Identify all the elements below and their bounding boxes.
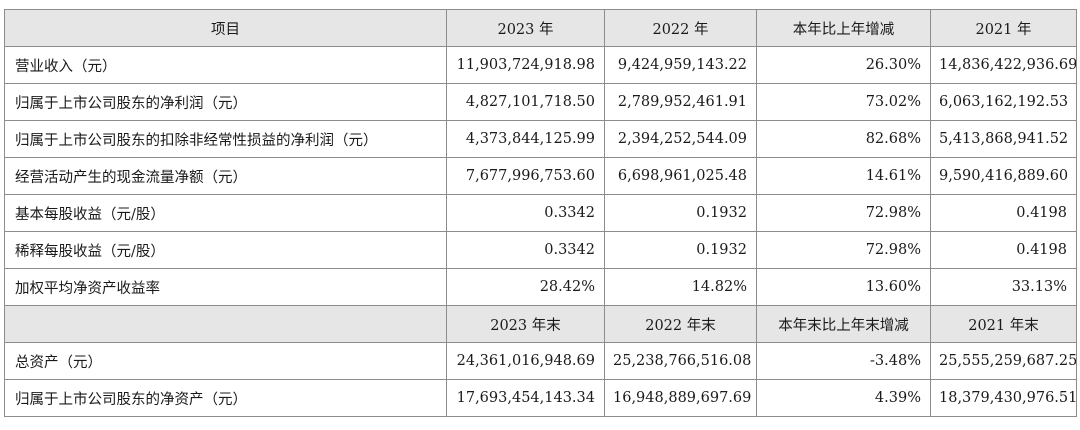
row-label: 归属于上市公司股东的净资产（元） <box>4 379 447 417</box>
financial-summary-table: 项目 2023 年 2022 年 本年比上年增减 2021 年 营业收入（元） … <box>4 9 1077 417</box>
header-cell-2023: 2023 年 <box>446 9 605 47</box>
row-label: 归属于上市公司股东的净利润（元） <box>4 83 447 121</box>
row-label: 总资产（元） <box>4 342 447 380</box>
value-2022: 0.1932 <box>604 231 757 269</box>
table-row: 加权平均净资产收益率 28.42% 14.82% 13.60% 33.13% <box>4 268 1077 306</box>
value-2021: 6,063,162,192.53 <box>930 83 1077 121</box>
value-change: 82.68% <box>756 120 931 158</box>
row-label: 经营活动产生的现金流量净额（元） <box>4 157 447 195</box>
value-change: 13.60% <box>756 268 931 306</box>
row-label: 归属于上市公司股东的扣除非经常性损益的净利润（元） <box>4 120 447 158</box>
value-2021: 33.13% <box>930 268 1077 306</box>
value-2023-end: 24,361,016,948.69 <box>446 342 605 380</box>
header-cell-item: 项目 <box>4 9 447 47</box>
row-label: 基本每股收益（元/股） <box>4 194 447 232</box>
value-2021-end: 25,555,259,687.25 <box>930 342 1077 380</box>
row-label: 加权平均净资产收益率 <box>4 268 447 306</box>
value-2021: 0.4198 <box>930 194 1077 232</box>
table-row: 稀释每股收益（元/股） 0.3342 0.1932 72.98% 0.4198 <box>4 231 1077 269</box>
value-2023: 28.42% <box>446 268 605 306</box>
value-change: 26.30% <box>756 46 931 84</box>
value-change: 72.98% <box>756 231 931 269</box>
table-row: 归属于上市公司股东的扣除非经常性损益的净利润（元） 4,373,844,125.… <box>4 120 1077 158</box>
value-2021: 0.4198 <box>930 231 1077 269</box>
table-row: 总资产（元） 24,361,016,948.69 25,238,766,516.… <box>4 342 1077 380</box>
header-cell-change: 本年比上年增减 <box>756 9 931 47</box>
value-2022: 9,424,959,143.22 <box>604 46 757 84</box>
value-2023-end: 17,693,454,143.34 <box>446 379 605 417</box>
table-row: 经营活动产生的现金流量净额（元） 7,677,996,753.60 6,698,… <box>4 157 1077 195</box>
table-row: 归属于上市公司股东的净资产（元） 17,693,454,143.34 16,94… <box>4 379 1077 417</box>
value-2022: 0.1932 <box>604 194 757 232</box>
row-label: 营业收入（元） <box>4 46 447 84</box>
subheader-cell-empty <box>4 305 447 343</box>
table-row: 营业收入（元） 11,903,724,918.98 9,424,959,143.… <box>4 46 1077 84</box>
value-change: 72.98% <box>756 194 931 232</box>
value-2021-end: 18,379,430,976.51 <box>930 379 1077 417</box>
value-change-end: 4.39% <box>756 379 931 417</box>
value-2022-end: 25,238,766,516.08 <box>604 342 757 380</box>
header-cell-2021: 2021 年 <box>930 9 1077 47</box>
value-2022: 14.82% <box>604 268 757 306</box>
value-2021: 5,413,868,941.52 <box>930 120 1077 158</box>
value-change: 14.61% <box>756 157 931 195</box>
table-header-row: 项目 2023 年 2022 年 本年比上年增减 2021 年 <box>4 9 1077 47</box>
value-2023: 0.3342 <box>446 231 605 269</box>
value-2023: 7,677,996,753.60 <box>446 157 605 195</box>
value-2021: 14,836,422,936.69 <box>930 46 1077 84</box>
header-cell-2022: 2022 年 <box>604 9 757 47</box>
value-2022: 2,789,952,461.91 <box>604 83 757 121</box>
value-2023: 4,827,101,718.50 <box>446 83 605 121</box>
subheader-cell-change-end: 本年末比上年末增减 <box>756 305 931 343</box>
table-row: 基本每股收益（元/股） 0.3342 0.1932 72.98% 0.4198 <box>4 194 1077 232</box>
value-2023: 0.3342 <box>446 194 605 232</box>
value-2023: 4,373,844,125.99 <box>446 120 605 158</box>
value-2022: 2,394,252,544.09 <box>604 120 757 158</box>
financial-table-container: 项目 2023 年 2022 年 本年比上年增减 2021 年 营业收入（元） … <box>4 9 1077 417</box>
table-subheader-row: 2023 年末 2022 年末 本年末比上年末增减 2021 年末 <box>4 305 1077 343</box>
value-2022-end: 16,948,889,697.69 <box>604 379 757 417</box>
value-2023: 11,903,724,918.98 <box>446 46 605 84</box>
value-change: 73.02% <box>756 83 931 121</box>
table-row: 归属于上市公司股东的净利润（元） 4,827,101,718.50 2,789,… <box>4 83 1077 121</box>
row-label: 稀释每股收益（元/股） <box>4 231 447 269</box>
subheader-cell-2023-end: 2023 年末 <box>446 305 605 343</box>
value-2022: 6,698,961,025.48 <box>604 157 757 195</box>
subheader-cell-2022-end: 2022 年末 <box>604 305 757 343</box>
subheader-cell-2021-end: 2021 年末 <box>930 305 1077 343</box>
value-change-end: -3.48% <box>756 342 931 380</box>
value-2021: 9,590,416,889.60 <box>930 157 1077 195</box>
